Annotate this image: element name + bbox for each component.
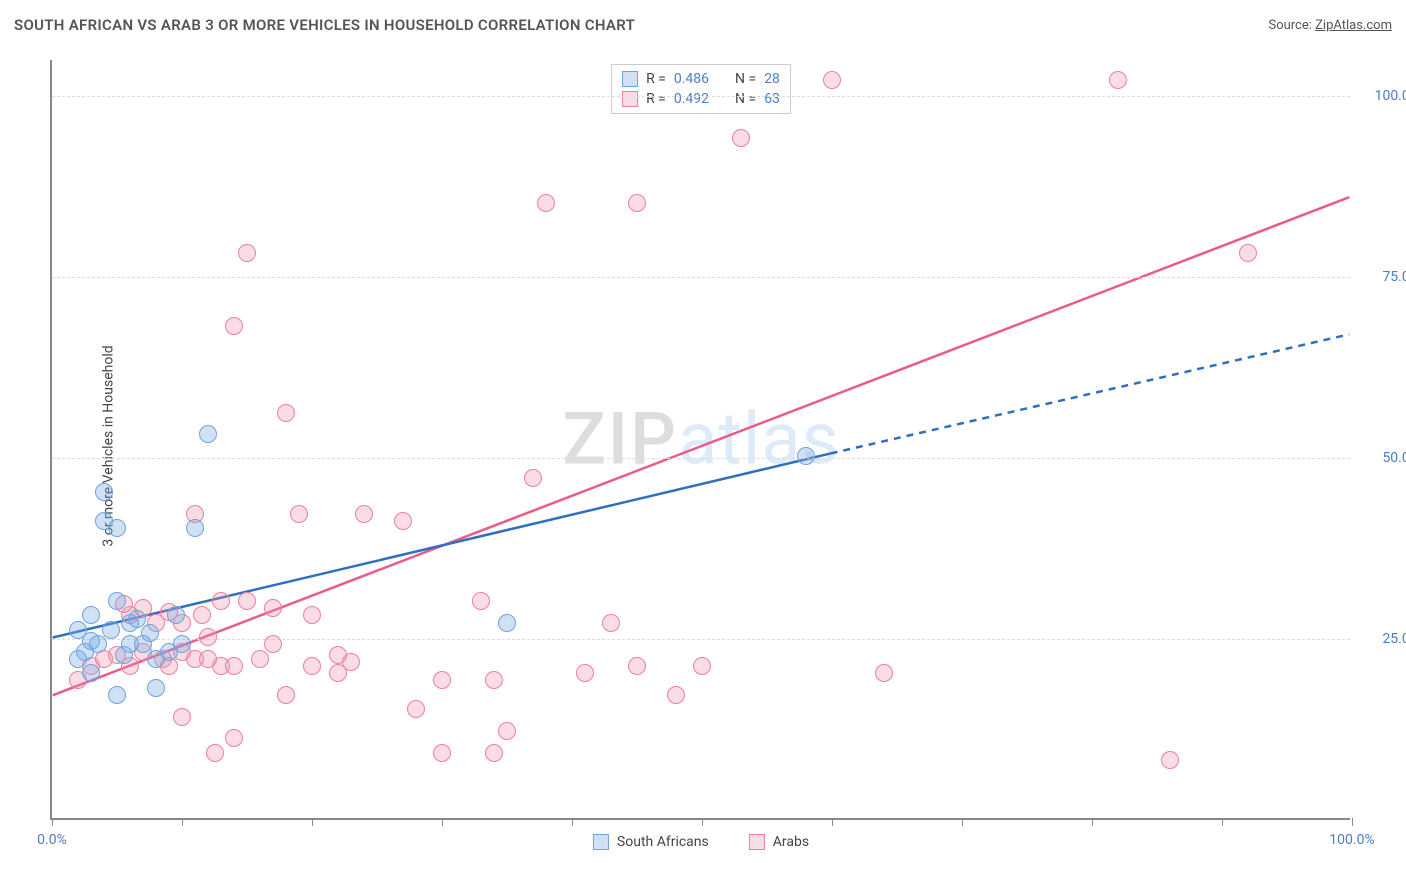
data-point <box>238 244 256 262</box>
data-point <box>264 599 282 617</box>
data-point <box>472 592 490 610</box>
data-point <box>141 624 159 642</box>
swatch-pink-icon <box>622 91 638 107</box>
data-point <box>173 708 191 726</box>
swatch-blue-icon <box>622 71 638 87</box>
data-point <box>355 505 373 523</box>
data-point <box>82 606 100 624</box>
y-tick-label: 50.0% <box>1360 450 1406 466</box>
data-point <box>108 592 126 610</box>
data-point <box>1239 244 1257 262</box>
source-attribution: Source: ZipAtlas.com <box>1268 18 1392 33</box>
data-point <box>95 483 113 501</box>
swatch-blue-icon <box>593 834 609 850</box>
x-tick <box>1352 818 1353 826</box>
data-point <box>537 194 555 212</box>
trendlines-layer <box>52 60 1350 818</box>
data-point <box>498 614 516 632</box>
x-tick <box>442 818 443 826</box>
legend-label-blue: South Africans <box>617 834 709 850</box>
data-point <box>206 744 224 762</box>
data-point <box>290 505 308 523</box>
source-link[interactable]: ZipAtlas.com <box>1315 18 1392 33</box>
data-point <box>329 646 347 664</box>
data-point <box>193 606 211 624</box>
data-point <box>225 317 243 335</box>
data-point <box>693 657 711 675</box>
data-point <box>277 404 295 422</box>
data-point <box>167 606 185 624</box>
data-point <box>186 519 204 537</box>
data-point <box>251 650 269 668</box>
data-point <box>225 657 243 675</box>
data-point <box>212 592 230 610</box>
legend-stats: R = 0.486 N = 28 R = 0.492 N = 63 <box>611 64 791 114</box>
data-point <box>524 469 542 487</box>
data-point <box>628 194 646 212</box>
data-point <box>147 679 165 697</box>
legend-series: South Africans Arabs <box>593 834 809 850</box>
data-point <box>199 628 217 646</box>
gridline <box>52 639 1350 640</box>
data-point <box>82 664 100 682</box>
x-tick <box>832 818 833 826</box>
data-point <box>732 129 750 147</box>
data-point <box>407 700 425 718</box>
data-point <box>303 657 321 675</box>
legend-item-pink: Arabs <box>749 834 809 850</box>
data-point <box>108 686 126 704</box>
data-point <box>238 592 256 610</box>
data-point <box>264 635 282 653</box>
data-point <box>108 519 126 537</box>
x-tick <box>572 818 573 826</box>
data-point <box>277 686 295 704</box>
x-tick <box>52 818 53 826</box>
data-point <box>225 729 243 747</box>
y-tick-label: 75.0% <box>1360 269 1406 285</box>
gridline <box>52 458 1350 459</box>
data-point <box>875 664 893 682</box>
data-point <box>485 744 503 762</box>
data-point <box>576 664 594 682</box>
data-point <box>797 447 815 465</box>
gridline <box>52 96 1350 97</box>
x-tick <box>1092 818 1093 826</box>
data-point <box>303 606 321 624</box>
gridline <box>52 277 1350 278</box>
data-point <box>433 744 451 762</box>
data-point <box>498 722 516 740</box>
data-point <box>394 512 412 530</box>
data-point <box>823 71 841 89</box>
legend-row-blue: R = 0.486 N = 28 <box>622 69 780 89</box>
legend-label-pink: Arabs <box>773 834 809 850</box>
data-point <box>485 671 503 689</box>
data-point <box>102 621 120 639</box>
x-tick <box>1222 818 1223 826</box>
data-point <box>628 657 646 675</box>
watermark: ZIPatlas <box>562 397 839 482</box>
data-point <box>667 686 685 704</box>
data-point <box>82 632 100 650</box>
x-tick <box>312 818 313 826</box>
scatter-plot: ZIPatlas R = 0.486 N = 28 R = 0.492 N = … <box>50 60 1350 820</box>
x-tick <box>702 818 703 826</box>
x-tick <box>962 818 963 826</box>
chart-title: SOUTH AFRICAN VS ARAB 3 OR MORE VEHICLES… <box>14 16 635 34</box>
data-point <box>199 425 217 443</box>
data-point <box>1109 71 1127 89</box>
x-tick-label: 100.0% <box>1329 832 1374 848</box>
legend-row-pink: R = 0.492 N = 63 <box>622 89 780 109</box>
x-tick-label: 0.0% <box>37 832 67 848</box>
data-point <box>1161 751 1179 769</box>
y-tick-label: 100.0% <box>1360 88 1406 104</box>
data-point <box>173 635 191 653</box>
x-tick <box>182 818 183 826</box>
data-point <box>433 671 451 689</box>
data-point <box>115 646 133 664</box>
legend-item-blue: South Africans <box>593 834 709 850</box>
y-tick-label: 25.0% <box>1360 631 1406 647</box>
swatch-pink-icon <box>749 834 765 850</box>
data-point <box>602 614 620 632</box>
data-point <box>128 610 146 628</box>
